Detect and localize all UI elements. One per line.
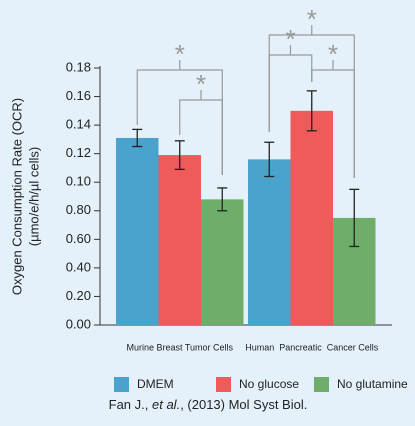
bar	[116, 137, 159, 325]
significance-marker: *	[175, 39, 185, 69]
source-part: Fan J.,	[109, 397, 152, 412]
legend-swatch	[216, 377, 231, 392]
legend-swatch	[314, 377, 329, 392]
y-tick-label: 0.80	[66, 202, 91, 217]
error-bar	[217, 187, 228, 212]
significance-bracket	[311, 60, 355, 178]
significance-marker: *	[285, 24, 295, 54]
error-bar	[264, 141, 275, 178]
y-tick-label: 0.18	[66, 59, 91, 74]
y-tick-label: 0.60	[66, 231, 91, 246]
y-tick-label: 0.40	[66, 259, 91, 274]
legend-swatch	[114, 377, 129, 392]
legend-label: DMEM	[137, 377, 174, 391]
significance-bracket	[268, 45, 313, 132]
significance-marker: *	[196, 69, 206, 99]
significance-marker: *	[328, 39, 338, 69]
y-tick-label: 0.16	[66, 88, 91, 103]
error-bar	[349, 188, 360, 248]
y-tick-label: 0.10	[66, 174, 91, 189]
legend-label: No glutamine	[337, 377, 408, 391]
y-tick-label: 0.12	[66, 145, 91, 160]
source-part: et al.	[152, 397, 180, 412]
y-tick-label: 0.20	[66, 288, 91, 303]
bar	[248, 159, 291, 325]
significance-marker: *	[307, 4, 317, 34]
source-part: , (2013) Mol Syst Biol.	[180, 397, 307, 412]
significance-bracket	[179, 90, 223, 175]
bar	[290, 110, 333, 325]
y-axis-label: Oxygen Consumption Rate (OCR)	[9, 98, 24, 295]
y-tick-label: 0.14	[66, 117, 91, 132]
error-bar	[306, 90, 317, 132]
y-axis-label: (µmo/e/h/µl cells)	[26, 147, 41, 247]
x-tick-label: Murine Breast Tumor Cells	[126, 342, 233, 352]
error-bar	[174, 140, 185, 171]
bar	[158, 155, 201, 325]
y-tick-label: 0.00	[66, 316, 91, 331]
legend-label: No glucose	[239, 377, 299, 391]
bar	[201, 199, 244, 325]
source: Fan J., et al., (2013) Mol Syst Biol.	[109, 397, 308, 412]
x-tick-label: Human Pancreatic Cancer Cells	[245, 342, 379, 352]
error-bar	[132, 128, 143, 148]
